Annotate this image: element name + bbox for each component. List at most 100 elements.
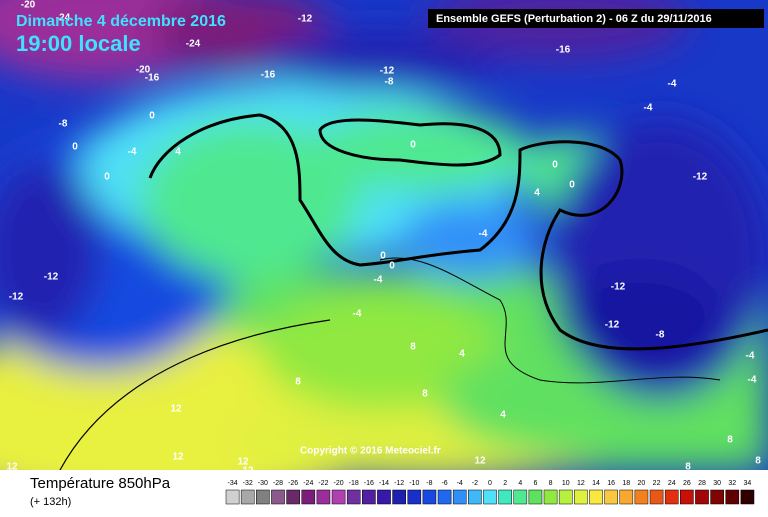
contour-label: 0	[552, 160, 558, 171]
footer-title: Température 850hPa	[30, 475, 171, 492]
contour-label: -4	[479, 229, 488, 240]
scale-label: -6	[441, 480, 447, 487]
contour-label: 4	[500, 410, 506, 421]
lead-time: (+ 132h)	[30, 496, 71, 508]
contour-label: -4	[748, 375, 757, 386]
scale-label: -14	[379, 480, 389, 487]
contour-label: -20	[21, 0, 36, 11]
scale-label: 18	[622, 480, 630, 487]
scale-label: 4	[518, 480, 522, 487]
contour-label: 8	[410, 342, 416, 353]
contour-label: 0	[149, 111, 155, 122]
scale-label: 10	[562, 480, 570, 487]
contour-label: 4	[534, 188, 540, 199]
scale-label: -22	[318, 480, 328, 487]
contour-label: 12	[170, 404, 182, 415]
scale-swatch	[634, 489, 649, 505]
scale-label: -4	[457, 480, 463, 487]
run-box	[428, 9, 764, 28]
scale-label: 30	[713, 480, 721, 487]
contour-label: 0	[380, 251, 386, 262]
zero-isotherm-north	[318, 118, 502, 167]
contour-label: -4	[746, 351, 755, 362]
scale-swatch	[680, 489, 694, 505]
contour-label: 8	[685, 462, 691, 473]
scale-swatch	[604, 489, 618, 505]
scale-swatch	[225, 489, 240, 505]
contour-label: -4	[128, 147, 137, 158]
date: Dimanche 4 décembre 2016	[16, 13, 226, 30]
time: 19:00 locale	[16, 31, 141, 56]
scale-swatch	[543, 489, 558, 505]
scale-label: 12	[577, 480, 585, 487]
scale-label: -16	[364, 480, 374, 487]
scale-label: -8	[426, 480, 432, 487]
contour-label: -4	[353, 309, 362, 320]
scale-label: 26	[683, 480, 691, 487]
scale-label: 2	[503, 480, 507, 487]
contour-label: -8	[656, 330, 665, 341]
contour-label: 8	[422, 389, 428, 400]
scale-swatch	[710, 489, 724, 505]
scale-swatch	[528, 489, 543, 505]
contour-label: 12	[237, 457, 249, 468]
contour-label: -4	[644, 103, 653, 114]
scale-label: -2	[472, 480, 478, 487]
contour-label: 0	[72, 142, 78, 153]
scale-swatch	[377, 489, 391, 505]
contour-label: 0	[569, 180, 575, 191]
contour-label: -12	[9, 292, 24, 303]
scale-swatch	[574, 489, 588, 505]
scale-label: -10	[409, 480, 419, 487]
scale-swatch	[256, 489, 270, 505]
scale-swatch	[740, 489, 755, 505]
coastline	[379, 257, 721, 384]
scale-label: -18	[349, 480, 359, 487]
scale-swatch	[664, 489, 679, 505]
scale-swatch	[513, 489, 528, 505]
contour-label: -8	[59, 119, 68, 130]
scale-label: -26	[288, 480, 298, 487]
contour-label: -12	[380, 66, 395, 77]
scale-label: 8	[549, 480, 553, 487]
scale-swatch	[619, 489, 634, 505]
scale-swatch	[407, 489, 422, 505]
scale-swatch	[271, 489, 285, 505]
scale-swatch	[286, 489, 300, 505]
scale-swatch	[240, 489, 255, 505]
scale-label: -34	[228, 480, 238, 487]
scale-label: -12	[394, 480, 404, 487]
contour-label: -20	[136, 65, 151, 76]
scale-swatch	[725, 489, 740, 505]
scale-label: 28	[698, 480, 706, 487]
contour-label: -4	[668, 79, 677, 90]
contour-label: 8	[755, 456, 761, 467]
contour-label: 0	[389, 261, 395, 272]
scale-label: -24	[303, 480, 313, 487]
zero-isotherm	[148, 113, 768, 351]
scale-swatch	[362, 489, 376, 505]
contour-label: 8	[727, 435, 733, 446]
scale-label: -28	[273, 480, 283, 487]
contour-label: -12	[44, 272, 59, 283]
scale-swatch	[452, 489, 467, 505]
contour-label: -4	[374, 275, 383, 286]
contour-label: -24	[56, 13, 71, 24]
scale-label: 6	[533, 480, 537, 487]
scale-swatch	[392, 489, 406, 505]
scale-swatch	[468, 489, 482, 505]
scale-swatch	[346, 489, 361, 505]
contour-label: -12	[611, 282, 626, 293]
scale-label: 34	[744, 480, 752, 487]
copyright: Copyright © 2016 Meteociel.fr	[300, 446, 441, 457]
contour-label: 0	[410, 140, 416, 151]
contour-label: 12	[172, 452, 184, 463]
scale-label: 24	[668, 480, 676, 487]
contour-label: 12	[242, 466, 254, 477]
contour-label: 4	[175, 147, 181, 158]
contour-label: 12	[6, 462, 18, 473]
scale-swatch	[422, 489, 437, 505]
